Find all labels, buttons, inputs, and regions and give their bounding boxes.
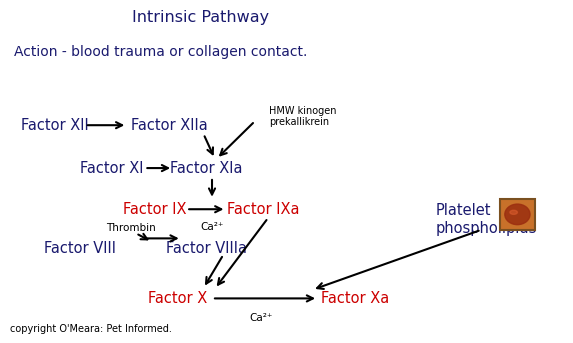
Text: HMW kinogen
prekallikrein: HMW kinogen prekallikrein — [269, 106, 337, 127]
Text: Factor XII: Factor XII — [21, 118, 88, 133]
Text: Factor XIa: Factor XIa — [170, 161, 242, 176]
Text: Factor Xa: Factor Xa — [321, 291, 390, 306]
Bar — [500, 199, 535, 230]
Ellipse shape — [505, 204, 530, 225]
Text: Thrombin: Thrombin — [106, 223, 155, 233]
Text: copyright O'Meara: Pet Informed.: copyright O'Meara: Pet Informed. — [10, 324, 172, 334]
Text: Platelet
phospholipids: Platelet phospholipids — [435, 203, 537, 236]
Text: Intrinsic Pathway: Intrinsic Pathway — [132, 10, 269, 25]
Text: Factor XIIa: Factor XIIa — [131, 118, 207, 133]
Text: Factor XI: Factor XI — [80, 161, 143, 176]
Text: Ca²⁺: Ca²⁺ — [201, 222, 223, 232]
Text: Factor IX: Factor IX — [123, 202, 186, 217]
Text: Factor VIII: Factor VIII — [44, 241, 116, 256]
Ellipse shape — [510, 210, 517, 214]
Text: Ca²⁺: Ca²⁺ — [249, 313, 272, 323]
Text: Factor IXa: Factor IXa — [227, 202, 300, 217]
Text: Factor VIIIa: Factor VIIIa — [166, 241, 247, 256]
Text: Factor X: Factor X — [148, 291, 207, 306]
Text: Action - blood trauma or collagen contact.: Action - blood trauma or collagen contac… — [14, 45, 308, 59]
